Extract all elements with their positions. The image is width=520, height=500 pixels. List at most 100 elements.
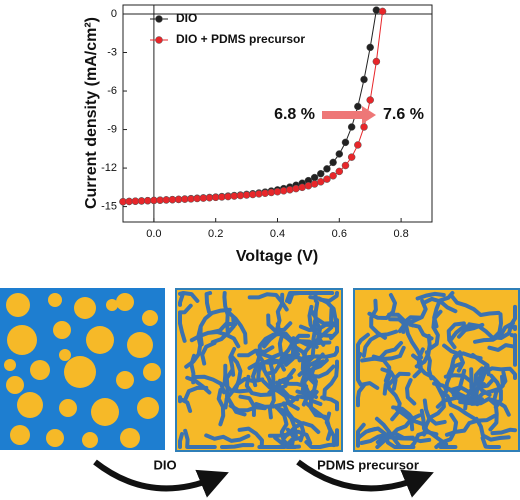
y-tick-label: -6: [107, 85, 117, 97]
domain-fibril: [356, 427, 377, 446]
data-point: [261, 189, 269, 197]
domain-fibril: [200, 341, 217, 366]
domain-circle: [7, 325, 37, 355]
domain-fibril: [490, 427, 517, 436]
data-point: [354, 102, 362, 111]
domain-fibril: [470, 353, 491, 377]
data-point: [341, 161, 350, 170]
domain-circle: [46, 429, 64, 447]
domain-circle: [137, 397, 159, 419]
data-point: [347, 153, 356, 161]
process-arrow: [93, 459, 229, 498]
data-point: [255, 190, 263, 198]
domain-fibril: [220, 443, 255, 449]
data-point: [323, 165, 331, 173]
x-tick-label: 0.4: [270, 228, 285, 240]
domain-fibril: [446, 350, 462, 378]
domain-fibril: [375, 434, 432, 445]
domain-fibril: [391, 405, 439, 437]
domain-fibril: [178, 303, 193, 343]
domain-fibril: [183, 428, 217, 449]
domain-fibril: [324, 411, 333, 441]
domain-fibril: [405, 378, 417, 406]
data-point: [230, 192, 238, 200]
domain-circle: [6, 293, 30, 317]
domain-fibril: [356, 364, 380, 390]
domain-fibril: [320, 395, 339, 412]
domain-fibril: [178, 292, 185, 307]
data-point: [310, 173, 319, 182]
domain-fibril: [266, 313, 293, 333]
domain-fibril: [509, 333, 517, 367]
domain-circle: [53, 321, 71, 339]
domain-fibril: [204, 291, 213, 314]
domain-fibril: [285, 291, 317, 303]
domain-fibril: [433, 381, 476, 421]
domain-fibril: [284, 338, 296, 367]
domain-fibril: [275, 380, 300, 402]
morphology: DIO PDMS precursor: [0, 288, 520, 498]
domain-fibril: [261, 379, 300, 411]
domain-fibril: [360, 341, 403, 363]
legend-label: DIO + PDMS precursor: [176, 32, 305, 46]
domain-fibril: [356, 382, 367, 408]
domain-fibril: [264, 358, 290, 377]
y-tick-label: 0: [111, 8, 117, 20]
domain-fibril: [244, 374, 272, 397]
data-point: [378, 7, 387, 16]
domain-circle: [30, 360, 50, 380]
domain-fibril: [474, 416, 511, 442]
domain-fibril: [449, 293, 501, 317]
data-point: [347, 123, 356, 131]
domain-circle: [82, 432, 98, 448]
data-point: [329, 158, 337, 167]
domain-circle: [116, 371, 134, 389]
domain-fibril: [178, 395, 193, 413]
domain-fibril: [385, 371, 411, 389]
y-tick-label: -9: [107, 123, 117, 135]
domain-fibril: [415, 291, 446, 301]
annotation: 6.8 %: [274, 106, 315, 123]
domain-fibril: [308, 389, 327, 419]
domain-circle: [143, 363, 161, 381]
domain-circle: [142, 310, 158, 326]
domain-fibril: [222, 291, 230, 335]
domain-fibril: [383, 370, 402, 422]
domain-fibril: [254, 394, 309, 409]
x-tick-label: 0.2: [208, 228, 223, 240]
annotation: 7.6 %: [383, 106, 424, 123]
domain-fibril: [226, 310, 248, 345]
data-point: [360, 75, 368, 84]
data-point: [366, 96, 374, 104]
domain-circle: [106, 299, 118, 311]
y-axis-title: Current density (mA/cm²): [83, 17, 100, 209]
data-point: [279, 187, 288, 195]
domain-circle: [74, 297, 96, 319]
legend-label: DIO: [176, 11, 197, 25]
domain-fibril: [193, 374, 226, 395]
domain-fibril: [480, 436, 501, 449]
domain-circle: [10, 425, 30, 445]
y-tick-label: -12: [101, 162, 117, 174]
domain-fibril: [398, 430, 429, 449]
domain-circle: [120, 428, 140, 448]
domain-fibril: [222, 363, 251, 394]
domain-circle: [17, 392, 43, 418]
domain-fibril: [247, 292, 289, 312]
domain-fibril: [432, 291, 455, 329]
domain-circle: [116, 293, 134, 311]
domain-fibril: [184, 325, 203, 369]
y-tick-label: -15: [101, 200, 117, 212]
domain-fibril: [401, 315, 422, 334]
domain-fibril: [434, 412, 459, 449]
domain-fibril: [361, 329, 399, 358]
x-axis-title: Voltage (V): [236, 248, 318, 265]
arrow-label: PDMS precursor: [317, 457, 419, 472]
data-point: [236, 191, 245, 200]
domain-fibril: [508, 324, 517, 331]
domain-fibril: [465, 370, 508, 404]
domain-fibril: [322, 359, 339, 401]
domain-fibril: [277, 333, 316, 362]
domain-circle: [64, 356, 96, 388]
domain-fibril: [216, 388, 226, 427]
